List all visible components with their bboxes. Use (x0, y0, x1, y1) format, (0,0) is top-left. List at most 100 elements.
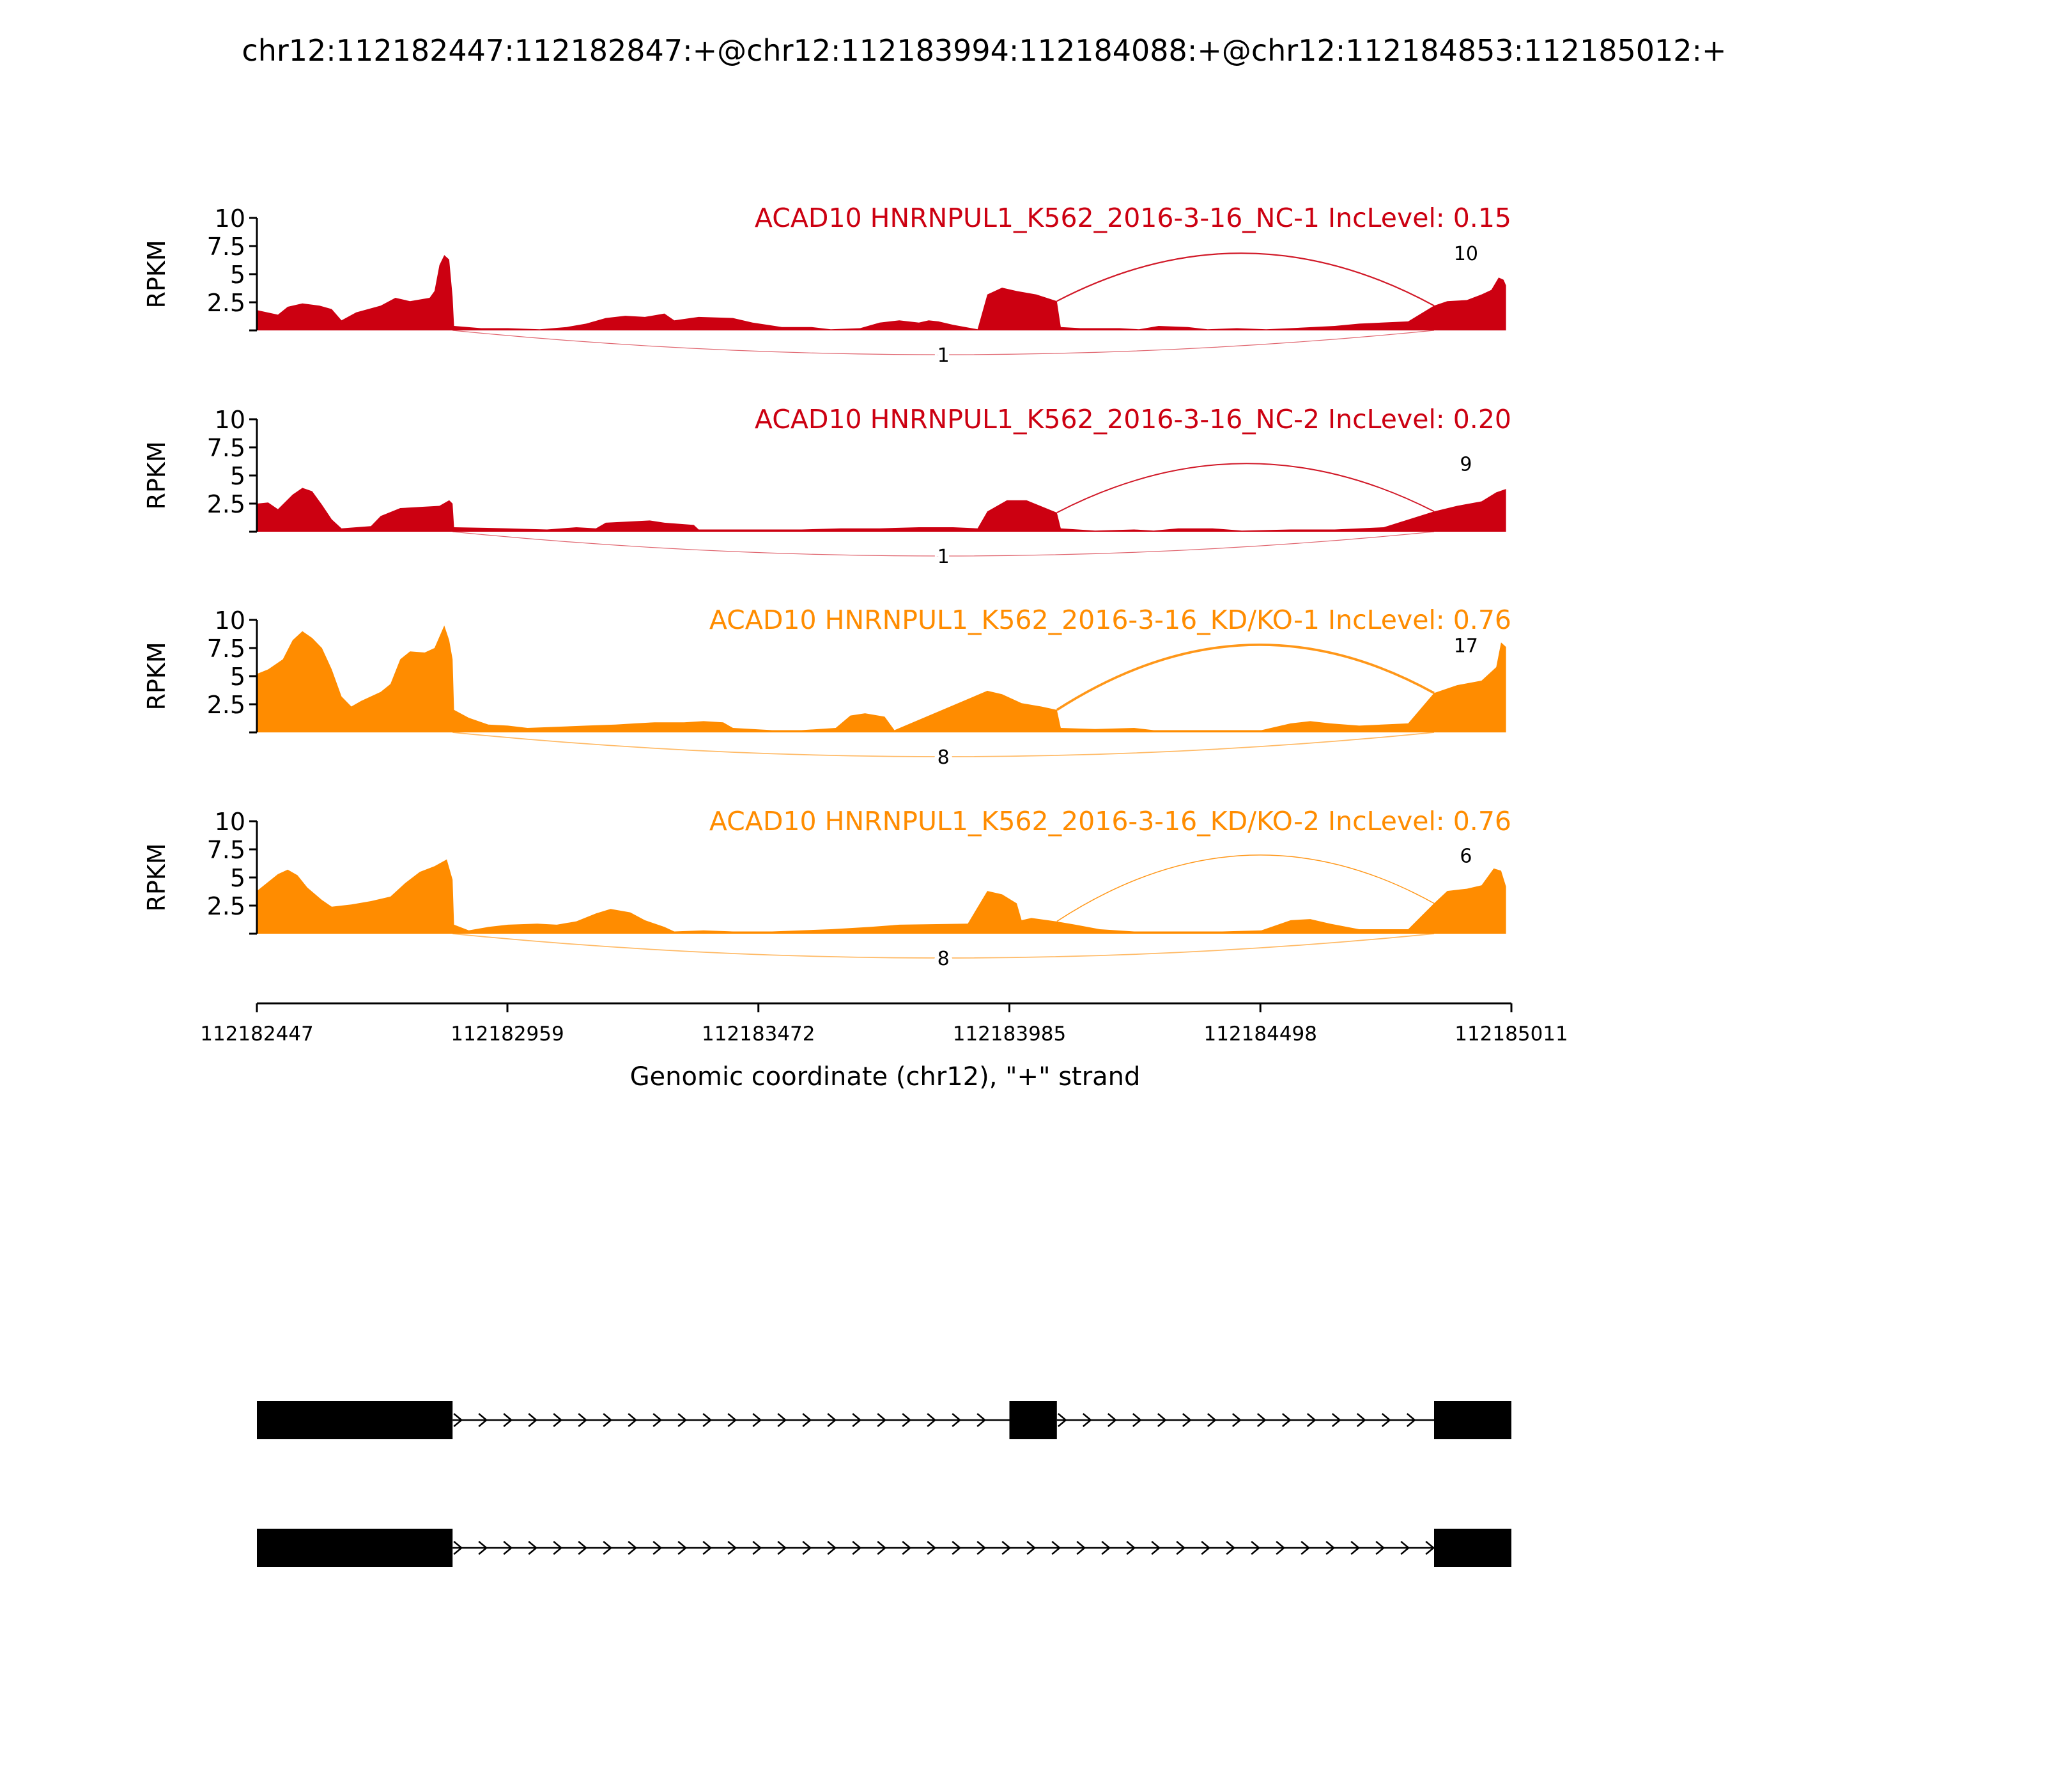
strand-arrow (1207, 1413, 1217, 1427)
junction-count-label: 10 (1454, 243, 1478, 265)
exon-block (257, 1529, 453, 1567)
strand-arrow (902, 1541, 912, 1555)
strand-arrow (603, 1413, 613, 1427)
strand-arrow (1051, 1541, 1061, 1555)
y-tick-label: 7.5 (207, 836, 245, 864)
strand-arrow (677, 1413, 688, 1427)
strand-arrow (1400, 1541, 1410, 1555)
y-tick-label: 5 (230, 864, 245, 892)
y-tick-label: 7.5 (207, 233, 245, 261)
junction-count-label: 8 (938, 746, 950, 769)
junction-arc (452, 933, 1435, 959)
y-axis-label: RPKM (143, 642, 171, 710)
x-tick-label: 112185011 (1455, 1023, 1568, 1046)
track-2: 2.557.510 RPKM ACAD10 HNRNPUL1_K562_2016-3… (143, 404, 1511, 573)
junction-count-label: 8 (938, 948, 950, 970)
strand-arrow (1226, 1541, 1236, 1555)
y-tick-label: 5 (230, 261, 245, 289)
y-tick-label: 2.5 (207, 892, 245, 920)
strand-arrow (453, 1413, 463, 1427)
y-axis-label: RPKM (143, 843, 171, 911)
strand-arrow (1126, 1541, 1136, 1555)
y-tick-label: 5 (230, 462, 245, 490)
track-4: 2.557.510 RPKM ACAD10 HNRNPUL1_K562_2016-3… (143, 806, 1511, 975)
junction-arc (1056, 463, 1435, 513)
y-tick-label: 10 (215, 808, 245, 836)
strand-arrow (802, 1541, 812, 1555)
strand-arrow (1176, 1541, 1186, 1555)
track-title: ACAD10 HNRNPUL1_K562_2016-3-16_KD/KO-2 I… (709, 806, 1511, 837)
strand-arrow (478, 1413, 488, 1427)
strand-arrow (1101, 1541, 1111, 1555)
strand-arrow (1132, 1413, 1142, 1427)
y-tick-label: 2.5 (207, 691, 245, 719)
strand-arrow (1276, 1541, 1286, 1555)
y-tick-label: 2.5 (207, 490, 245, 518)
y-tick-label: 10 (215, 606, 245, 635)
strand-arrow (1325, 1541, 1336, 1555)
strand-arrow (1406, 1413, 1416, 1427)
strand-arrow (902, 1413, 912, 1427)
exon-block (1434, 1529, 1511, 1567)
strand-arrow (578, 1541, 588, 1555)
strand-arrow (1076, 1541, 1086, 1555)
x-tick-label: 112183985 (953, 1023, 1067, 1046)
y-tick-label: 5 (230, 663, 245, 691)
strand-arrow (578, 1413, 588, 1427)
strand-arrow (702, 1413, 713, 1427)
coverage-area (257, 255, 1506, 330)
junction-arc (1056, 252, 1435, 307)
junction-count-label: 1 (938, 344, 950, 367)
strand-arrow (1157, 1413, 1167, 1427)
strand-arrow (652, 1541, 663, 1555)
exon-block (1009, 1401, 1057, 1439)
strand-arrow (952, 1541, 962, 1555)
x-axis-label: Genomic coordinate (chr12), "+" strand (630, 1062, 1141, 1092)
track-title: ACAD10 HNRNPUL1_K562_2016-3-16_NC-2 IncL… (755, 404, 1511, 435)
x-axis: 112182447 112182959 112183472 112183985 1121… (200, 1002, 1568, 1092)
strand-arrow (927, 1413, 937, 1427)
strand-arrow (1350, 1541, 1361, 1555)
strand-arrow (1001, 1541, 1012, 1555)
isoform-1 (257, 1401, 1511, 1439)
strand-arrow (852, 1413, 862, 1427)
strand-arrow (1151, 1541, 1161, 1555)
junction-arc (1056, 644, 1435, 711)
strand-arrow (827, 1541, 837, 1555)
junction-count-label: 1 (938, 546, 950, 568)
strand-arrow (927, 1541, 937, 1555)
figure-title: chr12:112182447:112182847:+@chr12:112183… (242, 33, 1726, 68)
isoform-2 (257, 1529, 1511, 1567)
strand-arrow (1381, 1413, 1391, 1427)
y-tick-label: 2.5 (207, 289, 245, 317)
strand-arrow (1082, 1413, 1092, 1427)
track-title: ACAD10 HNRNPUL1_K562_2016-3-16_NC-1 IncL… (755, 203, 1511, 233)
strand-arrow (478, 1541, 488, 1555)
strand-arrow (1251, 1541, 1261, 1555)
strand-arrow (553, 1413, 563, 1427)
x-tick-label: 112182959 (451, 1023, 564, 1046)
coverage-area (257, 859, 1506, 934)
strand-arrow (553, 1541, 563, 1555)
strand-arrow (503, 1413, 513, 1427)
junction-count-label: 9 (1460, 453, 1472, 475)
junction-arc (452, 330, 1435, 355)
strand-arrow (1425, 1541, 1435, 1555)
junction-count-label: 17 (1454, 635, 1478, 657)
y-tick-label: 7.5 (207, 434, 245, 462)
strand-arrow (652, 1413, 663, 1427)
strand-arrow (603, 1541, 613, 1555)
x-tick-label: 112182447 (200, 1023, 314, 1046)
junction-arc (1056, 854, 1435, 922)
junction-arc (452, 531, 1435, 557)
y-tick-label: 10 (215, 205, 245, 233)
exon-block (1434, 1401, 1511, 1439)
strand-arrow (852, 1541, 862, 1555)
y-tick-label: 10 (215, 406, 245, 434)
y-axis-label: RPKM (143, 240, 171, 308)
strand-arrow (1107, 1413, 1117, 1427)
strand-arrow (727, 1541, 737, 1555)
